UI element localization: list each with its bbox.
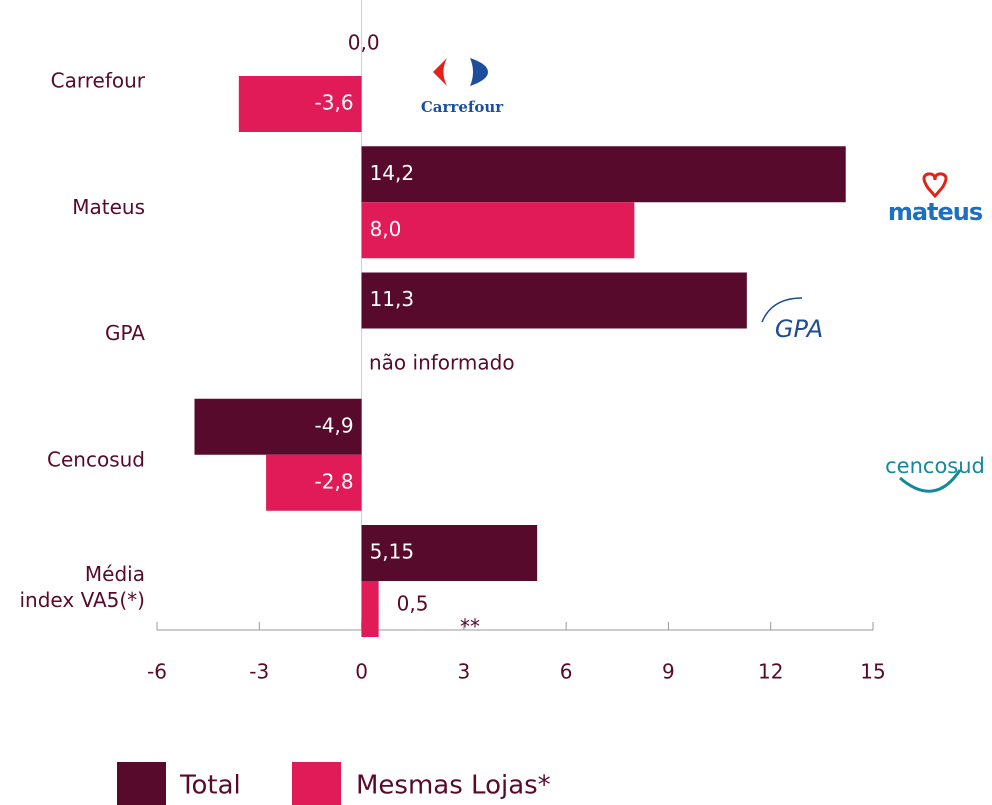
bar: [361, 202, 635, 259]
bar: [361, 272, 747, 329]
bar: [194, 398, 362, 455]
value-label: -4,9: [315, 413, 354, 437]
legend-swatch: [117, 762, 166, 805]
x-tick-label: -6: [147, 660, 167, 684]
value-label: -2,8: [315, 469, 354, 493]
bar: [361, 146, 846, 203]
bar: [361, 581, 379, 637]
category-label: Carrefour: [51, 69, 146, 93]
logo: GPA: [775, 315, 823, 343]
logo-shape: [899, 469, 962, 493]
legend-label: Mesmas Lojas*: [356, 771, 551, 801]
bar: [238, 76, 362, 132]
logo-shape: [761, 297, 803, 323]
value-label: 14,2: [370, 161, 415, 185]
logo: mateus: [888, 198, 983, 226]
logo-shape: [922, 172, 948, 199]
logo-shape: [433, 58, 447, 86]
category-label: GPA: [105, 321, 145, 345]
category-label: Média index VA5(*): [20, 562, 146, 612]
value-label: -3,6: [315, 91, 354, 115]
x-tick-label: -3: [249, 660, 269, 684]
annotation: **: [460, 615, 480, 639]
value-label: 11,3: [370, 287, 415, 311]
bar: [266, 454, 362, 511]
value-label: 5,15: [370, 540, 415, 564]
value-label: 0,5: [397, 592, 429, 616]
logo: cencosud: [885, 454, 985, 478]
category-label: Cencosud: [47, 447, 145, 471]
category-label: Mateus: [72, 195, 145, 219]
logo-shape: [470, 58, 488, 86]
value-label: 8,0: [370, 217, 402, 241]
bar: [361, 525, 538, 581]
logo: Carrefour: [421, 98, 504, 116]
x-tick-label: 6: [560, 660, 573, 684]
annotation: não informado: [369, 351, 515, 375]
x-tick-label: 15: [860, 660, 885, 684]
value-label: 0,0: [348, 31, 380, 55]
legend-label: Total: [179, 771, 241, 801]
x-tick-label: 0: [355, 660, 368, 684]
x-tick-label: 9: [662, 660, 675, 684]
x-tick-label: 3: [457, 660, 470, 684]
legend-swatch: [292, 762, 341, 805]
x-tick-label: 12: [758, 660, 783, 684]
